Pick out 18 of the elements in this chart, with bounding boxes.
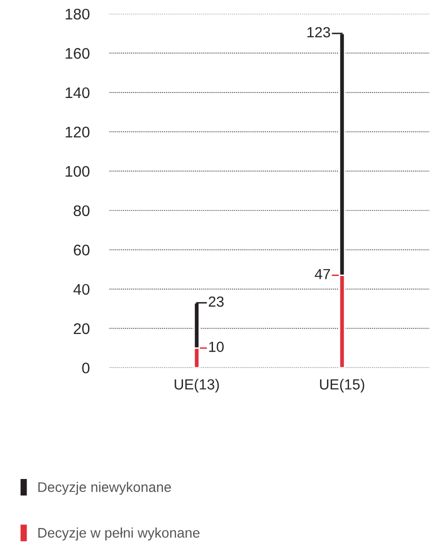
data-label: 23 xyxy=(208,296,224,307)
y-tick-label: 40 xyxy=(73,284,90,295)
legend-label: Decyzje w pełni wykonane xyxy=(38,528,200,540)
y-tick-label: 80 xyxy=(74,205,90,216)
data-label: 47 xyxy=(314,269,330,280)
y-tick-label: 140 xyxy=(66,87,90,98)
legend-label: Decyzje niewykonane xyxy=(38,482,171,495)
data-label: 10 xyxy=(209,342,224,352)
data-label: 123 xyxy=(307,27,330,38)
x-tick-label: UE(13) xyxy=(174,378,219,392)
y-tick-label: 100 xyxy=(66,166,90,177)
y-tick-label: 160 xyxy=(66,48,90,59)
y-tick-label: 120 xyxy=(66,126,90,138)
x-tick-label: UE(15) xyxy=(320,378,364,392)
y-tick-label: 180 xyxy=(66,8,90,20)
y-tick-label: 60 xyxy=(74,244,90,256)
y-tick-label: 0 xyxy=(82,362,90,374)
y-tick-label: 20 xyxy=(74,323,90,334)
